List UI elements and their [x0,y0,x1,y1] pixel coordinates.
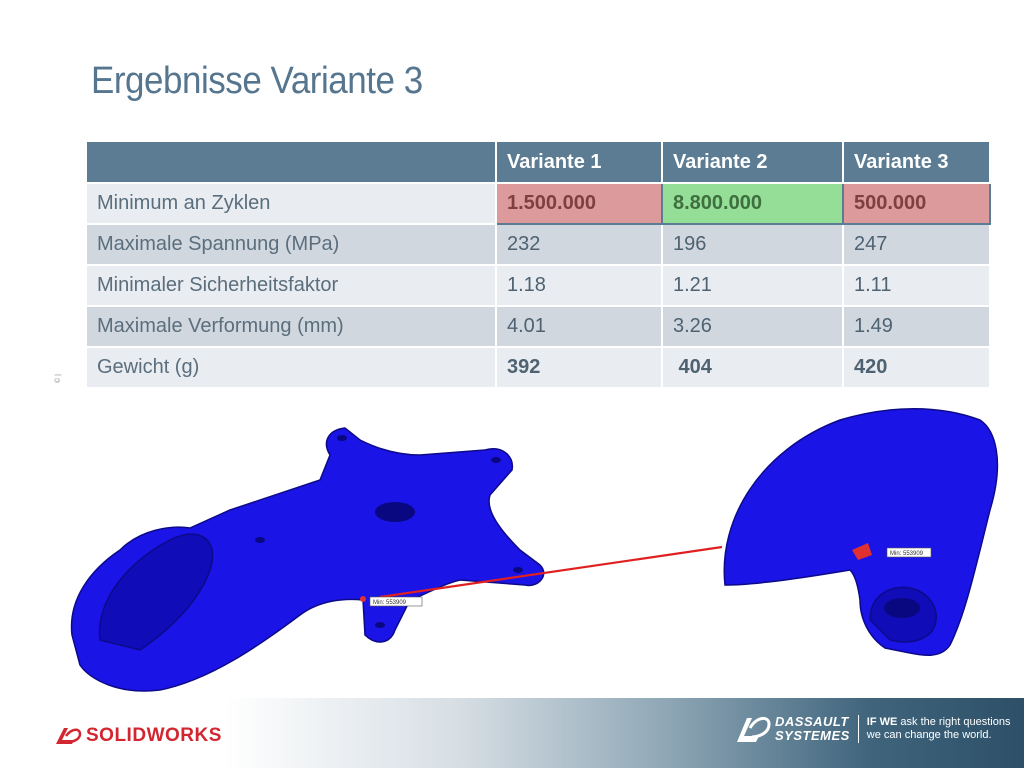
cad-renderings: Min: 553909 Min: 553909 [70,408,999,692]
side-note: © | [55,374,62,383]
table-cell: 1.21 [661,264,844,307]
dassault-line2: SYSTEMES [775,728,850,743]
row-label: Gewicht (g) [85,346,497,389]
results-table: Variante 1 Variante 2 Variante 3 Minimum… [85,140,991,389]
table-header-variante-2: Variante 2 [661,140,844,184]
table-cell: 1.11 [842,264,991,307]
min-label-left: Min: 553909 [369,596,423,607]
table-cell: 1.49 [842,305,991,348]
row-label: Minimaler Sicherheitsfaktor [85,264,497,307]
table-header-variante-1: Variante 1 [495,140,663,184]
tagline-1: ask the right questions [897,716,1011,728]
solidworks-solid: SOLID [86,725,147,746]
hotspot-left [360,596,366,602]
table-cell: 500.000 [842,182,991,225]
min-label-right-text: Min: 553909 [890,551,924,557]
table-cell: 232 [495,223,663,266]
row-label: Maximale Verformung (mm) [85,305,497,348]
hotspot-right [852,543,872,560]
table-header-row: Variante 1 Variante 2 Variante 3 [85,140,991,184]
table-cell: 196 [661,223,844,266]
table-cell: 392 [495,346,663,389]
table-row: Minimaler Sicherheitsfaktor 1.18 1.21 1.… [85,264,991,307]
dassault-logo: DASSAULT SYSTEMES IF WE ask the right qu… [735,712,1010,746]
table-cell: 404 [661,346,844,389]
table-row: Minimum an Zyklen 1.500.000 8.800.000 50… [85,182,991,225]
tagline-2: we can change the world. [866,729,992,741]
page-title: Ergebnisse Variante 3 [91,60,423,102]
bracket-part-left [70,427,545,692]
footer-separator [857,715,859,743]
table-header-empty [85,140,497,184]
footer-band [0,698,1024,768]
dassault-tagline: IF WE ask the right questions we can cha… [867,716,1011,742]
dassault-line1: DASSAULT [775,714,849,729]
table-row: Maximale Verformung (mm) 4.01 3.26 1.49 [85,305,991,348]
bracket-hole-right [884,598,920,618]
bracket-part-right [723,408,999,656]
ds-3d-icon [56,728,82,744]
table-header-variante-3: Variante 3 [842,140,991,184]
table-cell: 247 [842,223,991,266]
ds-3d-icon [737,717,771,742]
table-cell: 4.01 [495,305,663,348]
connector-line [379,545,723,599]
table-row: Gewicht (g) 392 404 420 [85,346,991,389]
min-label-right: Min: 553909 [886,547,932,558]
table-row: Maximale Spannung (MPa) 232 196 247 [85,223,991,266]
table-cell: 420 [842,346,991,389]
solidworks-logo: SOLIDWORKS [54,724,222,748]
table-cell: 8.800.000 [661,182,844,225]
table-cell: 1.500.000 [495,182,663,225]
row-label: Maximale Spannung (MPa) [85,223,497,266]
tagline-bold: IF WE [866,716,898,728]
table-cell: 3.26 [661,305,844,348]
min-label-left-text: Min: 553909 [373,600,407,606]
row-label: Minimum an Zyklen [85,182,497,225]
table-cell: 1.18 [495,264,663,307]
solidworks-works: WORKS [146,725,222,746]
bracket-holes-left [255,435,523,628]
